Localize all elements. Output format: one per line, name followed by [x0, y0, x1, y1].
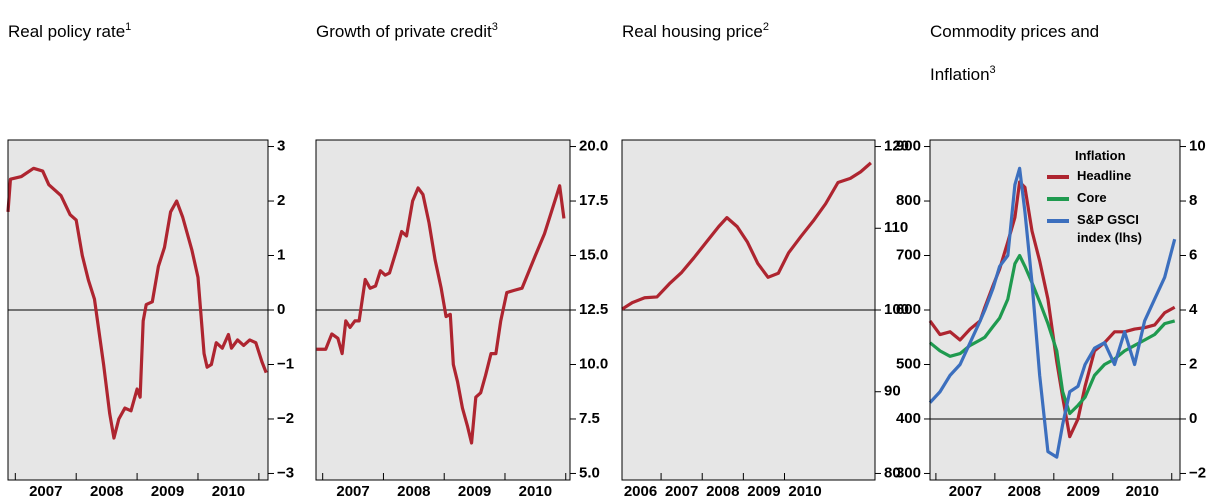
x-tick-label: 2008 [706, 483, 739, 499]
y-tick-label: 0 [1189, 410, 1197, 427]
legend-label: Core [1077, 190, 1107, 205]
y-tick-label: 1 [277, 246, 285, 263]
panel-title: Real housing price2 [622, 10, 922, 53]
y-tick-label: 4 [1189, 301, 1198, 318]
x-tick-label: 2007 [949, 483, 982, 499]
y-tick-label: 120 [884, 138, 909, 155]
title-text: Real policy rate [8, 22, 126, 41]
plot-frame [7, 139, 269, 481]
legend-swatch [1047, 219, 1069, 223]
title-text: Growth of private credit [316, 22, 492, 41]
panel-title: Growth of private credit3 [316, 10, 616, 53]
y-tick-label: −1 [277, 355, 294, 372]
plot-frame [929, 139, 1181, 481]
title-text: Commodity prices and Inflation [930, 22, 1100, 84]
y-tick-label: 3 [277, 138, 285, 155]
x-tick-label: 2008 [90, 483, 123, 499]
y-tick-label: −2 [1189, 464, 1206, 481]
footnote-mark: 3 [989, 64, 996, 76]
plot-frame [315, 139, 571, 481]
x-tick-label: 2009 [458, 483, 491, 499]
legend-entry: Headline [1047, 167, 1149, 185]
y-tick-label: 90 [884, 383, 901, 400]
data-line [928, 253, 1176, 416]
data-line [621, 161, 872, 311]
y-tick-label: 300 [896, 464, 921, 481]
y-tick-label: 400 [896, 410, 921, 427]
data-line [6, 166, 268, 440]
x-tick-label: 2007 [29, 483, 62, 499]
x-tick-label: 2010 [1126, 483, 1159, 499]
y-tick-label: 10.0 [579, 355, 608, 372]
x-tick-label: 2008 [397, 483, 430, 499]
footnote-mark: 3 [491, 21, 498, 33]
footnote-mark: 2 [762, 21, 769, 33]
legend: Inflation Headline Core S&P GSCI index (lhs… [1047, 148, 1149, 247]
y-tick-label: 500 [896, 355, 921, 372]
legend-entry: Core [1047, 189, 1149, 207]
y-tick-label: 700 [896, 246, 921, 263]
y-tick-label: 0 [277, 301, 285, 318]
legend-entry: S&P GSCI index (lhs) [1047, 211, 1149, 247]
y-tick-label: 8 [1189, 192, 1197, 209]
x-tick-label: 2009 [747, 483, 780, 499]
data-line [928, 166, 1177, 459]
plot-frame [621, 139, 876, 481]
x-tick-label: 2010 [519, 483, 552, 499]
x-tick-label: 2006 [624, 483, 657, 499]
y-tick-label: −3 [277, 464, 294, 481]
data-line [316, 184, 566, 445]
footnote-mark: 1 [125, 21, 132, 33]
y-tick-label: 17.5 [579, 192, 608, 209]
y-tick-label: 5.0 [579, 464, 600, 481]
legend-title: Inflation [1075, 148, 1126, 163]
y-tick-label: 7.5 [579, 410, 600, 427]
x-tick-label: 2008 [1008, 483, 1041, 499]
y-tick-label: 20.0 [579, 138, 608, 155]
y-tick-label: 2 [1189, 355, 1197, 372]
plot-area [930, 140, 1180, 480]
x-tick-label: 2010 [788, 483, 821, 499]
panel-title: Commodity prices and Inflation3 [930, 10, 1145, 96]
y-tick-label: 900 [896, 138, 921, 155]
x-tick-label: 2009 [151, 483, 184, 499]
y-tick-label: 600 [896, 301, 921, 318]
y-tick-label: 100 [884, 301, 909, 318]
legend-swatch [1047, 197, 1069, 201]
legend-label: S&P GSCI index (lhs) [1077, 212, 1143, 245]
legend-label: Headline [1077, 168, 1132, 183]
y-tick-label: 80 [884, 464, 901, 481]
y-tick-label: 15.0 [579, 246, 608, 263]
y-tick-label: 10 [1189, 138, 1206, 155]
legend-swatch [1047, 175, 1069, 179]
y-tick-label: 6 [1189, 246, 1197, 263]
y-tick-label: 2 [277, 192, 285, 209]
x-tick-label: 2009 [1067, 483, 1100, 499]
panel-title: Real policy rate1 [8, 10, 308, 53]
y-tick-label: 110 [884, 219, 908, 236]
y-tick-label: −2 [277, 410, 294, 427]
y-tick-label: 12.5 [579, 301, 608, 318]
x-tick-label: 2010 [212, 483, 245, 499]
title-text: Real housing price [622, 22, 763, 41]
x-tick-label: 2007 [665, 483, 698, 499]
y-tick-label: 800 [896, 192, 921, 209]
x-tick-label: 2007 [336, 483, 369, 499]
